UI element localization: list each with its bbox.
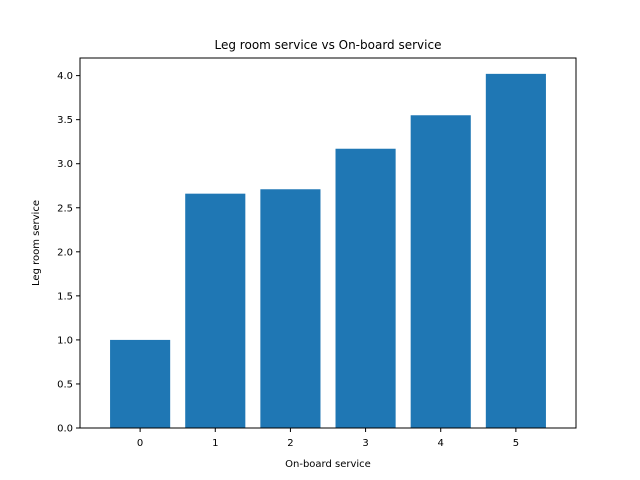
plot-frame: [79, 57, 577, 429]
y-tick-label: 1.5: [57, 291, 73, 302]
x-tick-label: 2: [287, 438, 293, 449]
bar-2: [260, 189, 321, 428]
bar-0: [110, 339, 171, 428]
y-tick-label: 3.0: [57, 159, 73, 170]
bar-4: [410, 115, 471, 428]
y-tick-label: 1.0: [57, 335, 73, 346]
bar-3: [335, 148, 396, 428]
y-tick-label: 2.0: [57, 247, 73, 258]
x-tick-label: 4: [438, 438, 444, 449]
y-tick-label: 0.0: [57, 424, 73, 435]
plot-area: [110, 73, 546, 428]
x-axis: 0 1 2 3 4 5: [137, 428, 519, 449]
x-axis-label: On-board service: [285, 459, 371, 470]
x-tick-label: 3: [362, 438, 368, 449]
bar-1: [185, 193, 246, 428]
y-axis-label: Leg room service: [31, 200, 42, 286]
y-tick-label: 0.5: [57, 379, 73, 390]
x-tick-label: 0: [137, 438, 143, 449]
y-axis: 0.0 0.5 1.0 1.5 2.0 2.5 3.0 3.5 4.0: [57, 71, 80, 435]
chart-title: Leg room service vs On-board service: [215, 38, 442, 52]
x-tick-label: 5: [513, 438, 519, 449]
y-tick-label: 3.5: [57, 115, 73, 126]
y-tick-label: 4.0: [57, 71, 73, 82]
bar-5: [485, 73, 546, 428]
x-tick-label: 1: [212, 438, 218, 449]
y-tick-label: 2.5: [57, 203, 73, 214]
